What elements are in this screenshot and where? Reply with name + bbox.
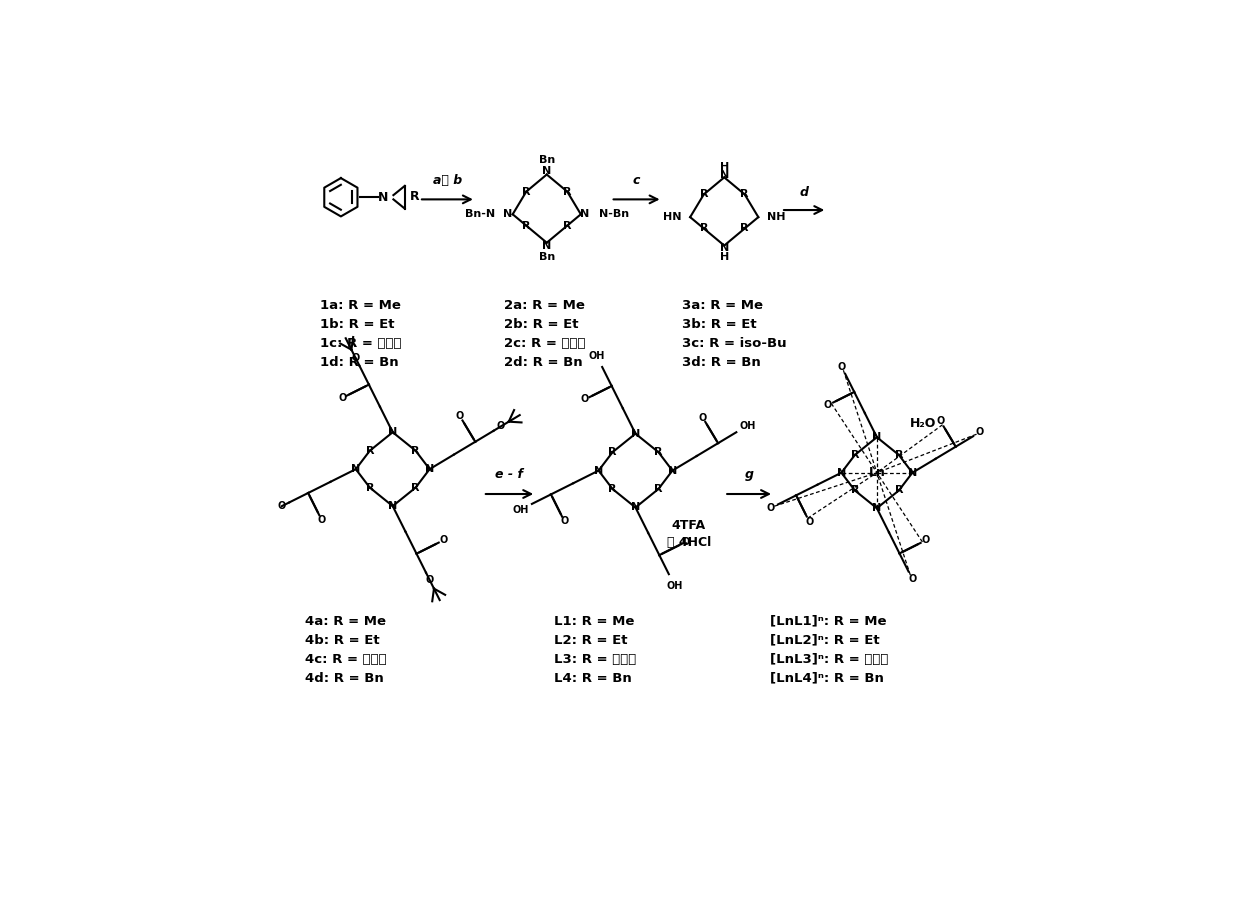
Text: R: R [563,220,572,230]
Text: R: R [410,190,419,203]
Text: N: N [719,242,729,253]
Text: R: R [699,189,708,199]
Text: N: N [872,432,882,443]
Text: N: N [388,501,397,511]
Text: R: R [609,447,616,457]
Text: R: R [366,445,374,455]
Text: e - f: e - f [495,468,523,481]
Text: O: O [805,517,813,526]
Text: N: N [580,209,590,219]
Text: NH: NH [766,212,785,222]
Text: O: O [936,416,945,426]
Text: N: N [542,242,552,251]
Text: O: O [456,411,464,421]
Text: O: O [580,395,589,405]
Text: Bn-N: Bn-N [465,209,495,219]
Text: Ln: Ln [868,467,885,479]
Text: R: R [563,186,572,196]
Text: O: O [560,516,568,526]
Text: N: N [837,467,846,478]
Text: R: R [851,450,859,460]
Text: R: R [522,186,531,196]
Text: R: R [699,223,708,233]
Text: 3a: R = Me
3b: R = Et
3c: R = iso-Bu
3d: R = Bn: 3a: R = Me 3b: R = Et 3c: R = iso-Bu 3d:… [682,299,786,369]
Text: O: O [908,573,916,584]
Text: H: H [719,252,729,262]
Text: O: O [766,503,775,513]
Text: R: R [609,484,616,494]
Text: O: O [439,536,448,546]
Text: O: O [823,400,832,410]
Text: a或 b: a或 b [433,173,463,186]
Text: H₂O: H₂O [910,417,936,430]
Text: [LnL1]ⁿ: R = Me
[LnL2]ⁿ: R = Et
[LnL3]ⁿ: R = 异丁基
[LnL4]ⁿ: R = Bn: [LnL1]ⁿ: R = Me [LnL2]ⁿ: R = Et [LnL3]ⁿ:… [770,615,889,685]
Text: N-Bn: N-Bn [599,209,629,219]
Text: O: O [837,361,846,372]
Text: O: O [921,535,930,545]
Text: R: R [894,450,903,460]
Text: N: N [631,429,640,439]
Text: c: c [632,173,640,186]
Text: O: O [976,427,985,437]
Text: N: N [719,171,729,180]
Text: N: N [542,166,552,176]
Text: O: O [698,413,707,422]
Text: OH: OH [588,350,605,361]
Text: 4TFA
或 4HCl: 4TFA 或 4HCl [667,519,711,549]
Text: R: R [655,447,662,457]
Text: Bn: Bn [538,252,554,262]
Text: R: R [366,482,374,492]
Text: N: N [668,466,677,476]
Text: R: R [412,445,420,455]
Text: H: H [719,161,729,171]
Text: N: N [908,467,918,478]
Text: N: N [378,191,388,204]
Text: O: O [682,537,691,547]
Text: N: N [388,427,397,437]
Text: R: R [412,482,420,492]
Text: N: N [503,209,512,219]
Text: g: g [744,468,754,481]
Text: HN: HN [663,212,682,222]
Text: O: O [425,575,434,585]
Text: L1: R = Me
L2: R = Et
L3: R = 异丁基
L4: R = Bn: L1: R = Me L2: R = Et L3: R = 异丁基 L4: R … [554,615,636,685]
Text: R: R [851,486,859,495]
Text: O: O [317,514,326,525]
Text: R: R [522,220,531,230]
Text: 1a: R = Me
1b: R = Et
1c: R = 异丁基
1d: R = Bn: 1a: R = Me 1b: R = Et 1c: R = 异丁基 1d: R … [320,299,401,369]
Text: OH: OH [739,420,755,431]
Text: O: O [351,353,360,363]
Text: N: N [631,502,640,513]
Text: R: R [740,189,749,199]
Text: 4a: R = Me
4b: R = Et
4c: R = 异丁基
4d: R = Bn: 4a: R = Me 4b: R = Et 4c: R = 异丁基 4d: R … [305,615,387,685]
Text: OH: OH [512,504,528,514]
Text: d: d [800,185,808,198]
Text: R: R [740,223,749,233]
Text: 2a: R = Me
2b: R = Et
2c: R = 异丁基
2d: R = Bn: 2a: R = Me 2b: R = Et 2c: R = 异丁基 2d: R … [505,299,585,369]
Text: N: N [594,466,603,476]
Text: O: O [278,502,285,512]
Text: N: N [872,503,882,514]
Text: Bn: Bn [538,155,554,165]
Text: O: O [497,421,505,431]
Text: R: R [894,486,903,495]
Text: N: N [425,464,434,474]
Text: R: R [655,484,662,494]
Text: N: N [351,464,361,474]
Text: OH: OH [666,581,683,591]
Text: O: O [339,393,346,403]
